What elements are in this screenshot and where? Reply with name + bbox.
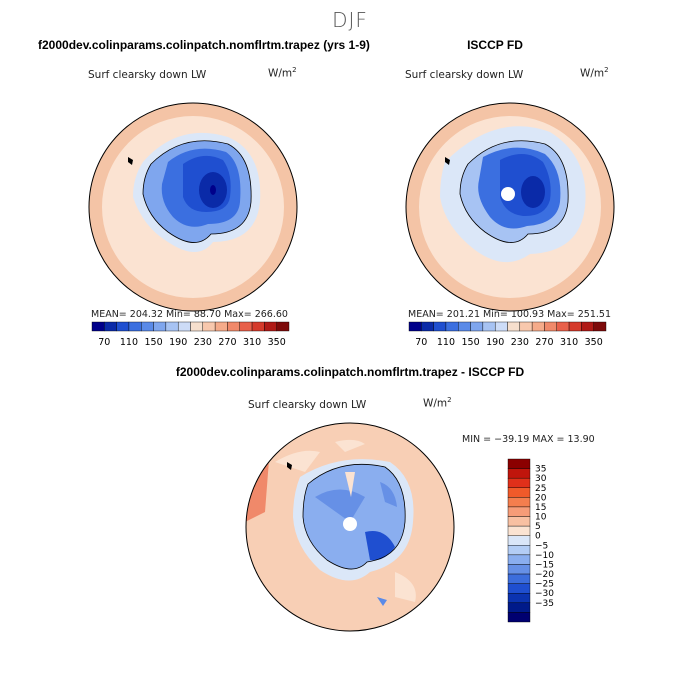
model-colorbar-swatch	[128, 321, 142, 332]
obs-colorbar-swatch	[593, 321, 607, 332]
model-colorbar-label: 110	[120, 337, 138, 348]
diff-colorbar-label: −15	[535, 560, 554, 570]
obs-colorbar: 70 110 150 190 230 270 310 350	[408, 321, 607, 348]
diff-colorbar-swatch	[507, 573, 531, 584]
diff-colorbar-swatch	[507, 516, 531, 527]
diff-colorbar-swatch	[507, 602, 531, 613]
model-colorbar-swatch	[91, 321, 105, 332]
obs-colorbar-label: 350	[585, 337, 603, 348]
model-colorbar-swatch	[227, 321, 240, 332]
diff-minmax: MIN = −39.19 MAX = 13.90	[462, 434, 595, 445]
model-colorbar-label: 350	[268, 337, 286, 348]
model-colorbar-swatch	[104, 321, 117, 332]
obs-colorbar-swatch	[531, 321, 545, 332]
model-colorbar-swatch	[276, 321, 290, 332]
diff-colorbar-swatch	[507, 564, 531, 575]
obs-colorbar-swatch	[544, 321, 557, 332]
model-colorbar-swatch	[190, 321, 204, 332]
obs-colorbar-label: 310	[560, 337, 578, 348]
model-colorbar-label: 70	[98, 337, 110, 348]
obs-colorbar-label: 70	[415, 337, 427, 348]
model-colorbar-swatch	[214, 321, 228, 332]
obs-units-label: W/m2	[580, 66, 609, 80]
diff-colorbar-label: 5	[535, 522, 541, 532]
model-colorbar-swatch	[177, 321, 191, 332]
model-colorbar-label: 150	[144, 337, 162, 348]
obs-colorbar-swatch	[581, 321, 594, 332]
diff-colorbar-label: −10	[535, 551, 554, 561]
model-colorbar-label: 230	[194, 337, 212, 348]
obs-colorbar-swatch	[408, 321, 422, 332]
obs-colorbar-swatch	[568, 321, 582, 332]
model-colorbar-swatch	[239, 321, 253, 332]
diff-colorbar-swatch	[507, 525, 531, 536]
diff-colorbar-swatch	[507, 458, 531, 469]
obs-colorbar-label: 230	[511, 337, 529, 348]
diff-colorbar-label: −35	[535, 599, 554, 609]
diff-colorbar-swatch	[507, 545, 531, 556]
diff-colorbar-label: 0	[535, 532, 541, 542]
model-colorbar-swatch	[202, 321, 216, 332]
diff-colorbar-label: 30	[535, 474, 547, 484]
obs-colorbar-swatch	[470, 321, 484, 332]
obs-panel-title: ISCCP FD	[467, 38, 523, 52]
model-colorbar: 70 110 150 190 230 270 310 350	[91, 321, 290, 348]
model-colorbar-swatch	[264, 321, 277, 332]
obs-colorbar-swatch	[458, 321, 471, 332]
diff-colorbar-swatch	[507, 497, 531, 508]
model-variable-label: Surf clearsky down LW	[88, 69, 207, 81]
model-colorbar-label: 310	[243, 337, 261, 348]
model-colorbar-swatch	[165, 321, 179, 332]
diff-colorbar-swatch	[507, 612, 531, 623]
diff-colorbar-label: −20	[535, 570, 554, 580]
obs-stats: MEAN= 201.21 Min= 100.93 Max= 251.51	[408, 309, 612, 320]
obs-colorbar-swatch	[421, 321, 434, 332]
diff-colorbar-swatch	[507, 593, 531, 604]
model-colorbar-label: 190	[169, 337, 187, 348]
obs-colorbar-label: 110	[437, 337, 455, 348]
model-colorbar-swatch	[251, 321, 265, 332]
obs-colorbar-swatch	[507, 321, 521, 332]
obs-colorbar-swatch	[433, 321, 447, 332]
obs-colorbar-swatch	[519, 321, 533, 332]
diff-colorbar-swatch	[507, 506, 531, 517]
model-colorbar-label: 270	[218, 337, 236, 348]
obs-colorbar-label: 190	[486, 337, 504, 348]
model-colorbar-swatch	[141, 321, 154, 332]
diff-colorbar-label: 15	[535, 503, 546, 513]
diff-polar-map	[245, 422, 455, 632]
diff-colorbar-swatch	[507, 468, 531, 479]
diff-colorbar-swatch	[507, 477, 531, 488]
diff-colorbar-label: −5	[535, 541, 548, 551]
model-colorbar-swatch	[116, 321, 130, 332]
diff-colorbar-swatch	[507, 487, 531, 498]
diff-colorbar-label: −30	[535, 589, 554, 599]
model-polar-map	[88, 102, 298, 312]
obs-variable-label: Surf clearsky down LW	[405, 69, 524, 81]
season-title: DJF	[332, 8, 368, 32]
diff-colorbar-label: −25	[535, 580, 554, 590]
model-units-label: W/m2	[268, 66, 297, 80]
diff-colorbar-swatch	[507, 583, 531, 594]
diff-colorbar-label: 10	[535, 513, 547, 523]
diff-units-label: W/m2	[423, 396, 452, 410]
obs-colorbar-swatch	[445, 321, 459, 332]
obs-polar-map	[405, 102, 615, 312]
diff-colorbar-label: 20	[535, 493, 547, 503]
obs-colorbar-swatch	[556, 321, 570, 332]
diff-colorbar-label: 25	[535, 484, 546, 494]
obs-colorbar-label: 270	[535, 337, 553, 348]
obs-colorbar-swatch	[482, 321, 496, 332]
diff-colorbar-swatch	[507, 535, 531, 546]
diff-colorbar-swatch	[507, 554, 531, 565]
obs-colorbar-label: 150	[461, 337, 479, 348]
diff-panel-title: f2000dev.colinparams.colinpatch.nomflrtm…	[175, 365, 525, 379]
model-stats: MEAN= 204.32 Min= 88.70 Max= 266.60	[91, 309, 288, 320]
obs-colorbar-swatch	[494, 321, 508, 332]
model-colorbar-swatch	[153, 321, 167, 332]
model-panel-title: f2000dev.colinparams.colinpatch.nomflrtm…	[38, 38, 370, 52]
diff-variable-label: Surf clearsky down LW	[248, 399, 367, 411]
diff-colorbar-label: 35	[535, 465, 546, 475]
